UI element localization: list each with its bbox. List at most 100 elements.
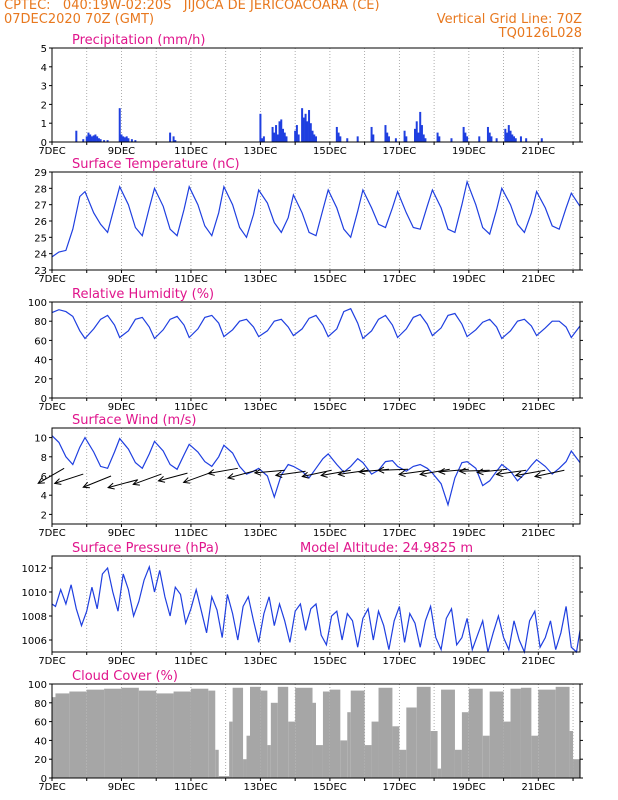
header-grid-note: Vertical Grid Line: 70Z <box>436 12 582 27</box>
cloud-area-segment <box>364 745 372 778</box>
precip-bar <box>525 138 528 142</box>
precip-y-tick-label: 1 <box>41 119 47 130</box>
wind-vector-line <box>534 469 565 477</box>
precip-y-tick-label: 0 <box>41 138 47 149</box>
rh-y-tick-label: 60 <box>34 336 47 347</box>
pres-subtitle: Model Altitude: 24.9825 m <box>300 541 473 556</box>
cloud-area-segment <box>173 691 191 778</box>
precip-bar <box>339 136 342 142</box>
wind-vector-head <box>419 470 427 477</box>
precip-bar <box>514 138 517 142</box>
wind-series-line <box>51 435 581 507</box>
precip-bar <box>405 136 408 142</box>
cloud-x-tick-label: 7DEC <box>38 782 65 793</box>
precip-bar <box>94 134 97 142</box>
precip-bar <box>283 132 286 142</box>
precip-bar <box>309 123 312 142</box>
rh-y-tick-label: 20 <box>34 375 47 386</box>
cloud-x-tick-label: 11DEC <box>174 782 208 793</box>
cloud-area-segment <box>489 691 504 778</box>
cloud-area-segment <box>316 745 323 778</box>
cloud-area-segment <box>104 688 122 778</box>
cloud-area-segment <box>468 688 483 778</box>
cloud-area-segment <box>441 689 455 778</box>
cloud-area-segment <box>295 687 313 778</box>
wind-x-tick-label: 19DEC <box>452 528 486 539</box>
wind-x-tick-label: 15DEC <box>313 528 347 539</box>
cloud-x-tick-label: 21DEC <box>521 782 555 793</box>
precip-bar <box>276 134 279 142</box>
precip-bar <box>414 128 416 142</box>
precip-bar <box>106 140 109 142</box>
precip-bar <box>122 136 125 142</box>
precip-bar <box>278 121 281 142</box>
precip-bar <box>134 140 137 142</box>
precip-bar <box>282 128 284 142</box>
precip-bar <box>261 138 264 142</box>
precip-bar <box>424 138 427 142</box>
temp-x-tick-label: 13DEC <box>244 274 278 285</box>
precip-bar <box>387 136 390 142</box>
precip-bar <box>464 132 467 142</box>
wind-vector-line <box>496 469 527 475</box>
precip-bar <box>301 108 304 142</box>
cloud-area-segment <box>378 687 393 778</box>
cloud-area-segment <box>156 693 174 778</box>
wind-vector-line <box>133 473 162 485</box>
precip-x-tick-label: 7DEC <box>38 146 65 157</box>
temp-x-tick-label: 7DEC <box>38 274 65 285</box>
cloud-frame <box>51 683 581 779</box>
cloud-area-segment <box>138 690 157 778</box>
wind-x-tick-label: 9DEC <box>108 528 135 539</box>
precip-x-tick-label: 21DEC <box>521 146 555 157</box>
precip-bar <box>82 139 85 142</box>
rh-x-tick-label: 19DEC <box>452 402 486 413</box>
cloud-area-segment <box>399 749 407 778</box>
cloud-area-segment <box>454 749 462 778</box>
wind-vector-head <box>533 471 542 479</box>
cloud-area-segment <box>531 735 539 778</box>
cloud-y-tick-label: 20 <box>34 755 47 766</box>
precip-bar <box>118 108 121 142</box>
wind-vector-line <box>83 475 112 488</box>
cloud-y-tick-label: 0 <box>41 774 47 785</box>
cloud-area-segment <box>86 689 105 778</box>
precip-bar <box>120 134 123 142</box>
wind-vector-line <box>275 470 306 476</box>
rh-series-line <box>51 307 581 340</box>
pres-frame <box>51 555 581 653</box>
precip-x-tick-label: 11DEC <box>174 146 208 157</box>
cloud-area-segment <box>573 759 580 778</box>
pres-y-tick-label: 1010 <box>22 588 47 599</box>
wind-vector-line <box>438 468 469 473</box>
temp-y-tick-label: 29 <box>34 168 47 179</box>
cloud-area-segment <box>510 688 521 778</box>
wind-vector-head <box>53 478 62 485</box>
precip-y-tick-label: 2 <box>41 100 47 111</box>
cloud-area-segment <box>482 735 490 778</box>
precip-bar <box>438 136 441 142</box>
precip-bar <box>174 140 177 142</box>
precip-bar <box>294 130 297 142</box>
wind-vector-head <box>301 471 309 479</box>
precip-bar <box>271 126 274 142</box>
cloud-area-segment <box>322 691 330 778</box>
precip-bar <box>335 126 338 142</box>
cloud-area-segment <box>208 690 216 778</box>
temp-y-tick-label: 25 <box>34 233 47 244</box>
precip-bar <box>285 136 288 142</box>
cloud-area-segment <box>569 731 574 778</box>
temp-y-tick-label: 27 <box>34 201 47 212</box>
temp-x-tick-label: 11DEC <box>174 274 208 285</box>
cloud-area-segment <box>218 776 230 778</box>
wind-vector-head <box>495 470 503 478</box>
cloud-y-tick-label: 80 <box>34 699 47 710</box>
wind-vector-line <box>338 469 369 475</box>
pres-x-tick-label: 15DEC <box>313 656 347 667</box>
precip-bar <box>315 136 317 142</box>
precip-bar <box>419 111 422 142</box>
precip-bar <box>417 132 420 142</box>
precip-bar <box>394 138 397 142</box>
wind-vector-line <box>54 473 84 484</box>
precip-bar <box>337 132 340 142</box>
